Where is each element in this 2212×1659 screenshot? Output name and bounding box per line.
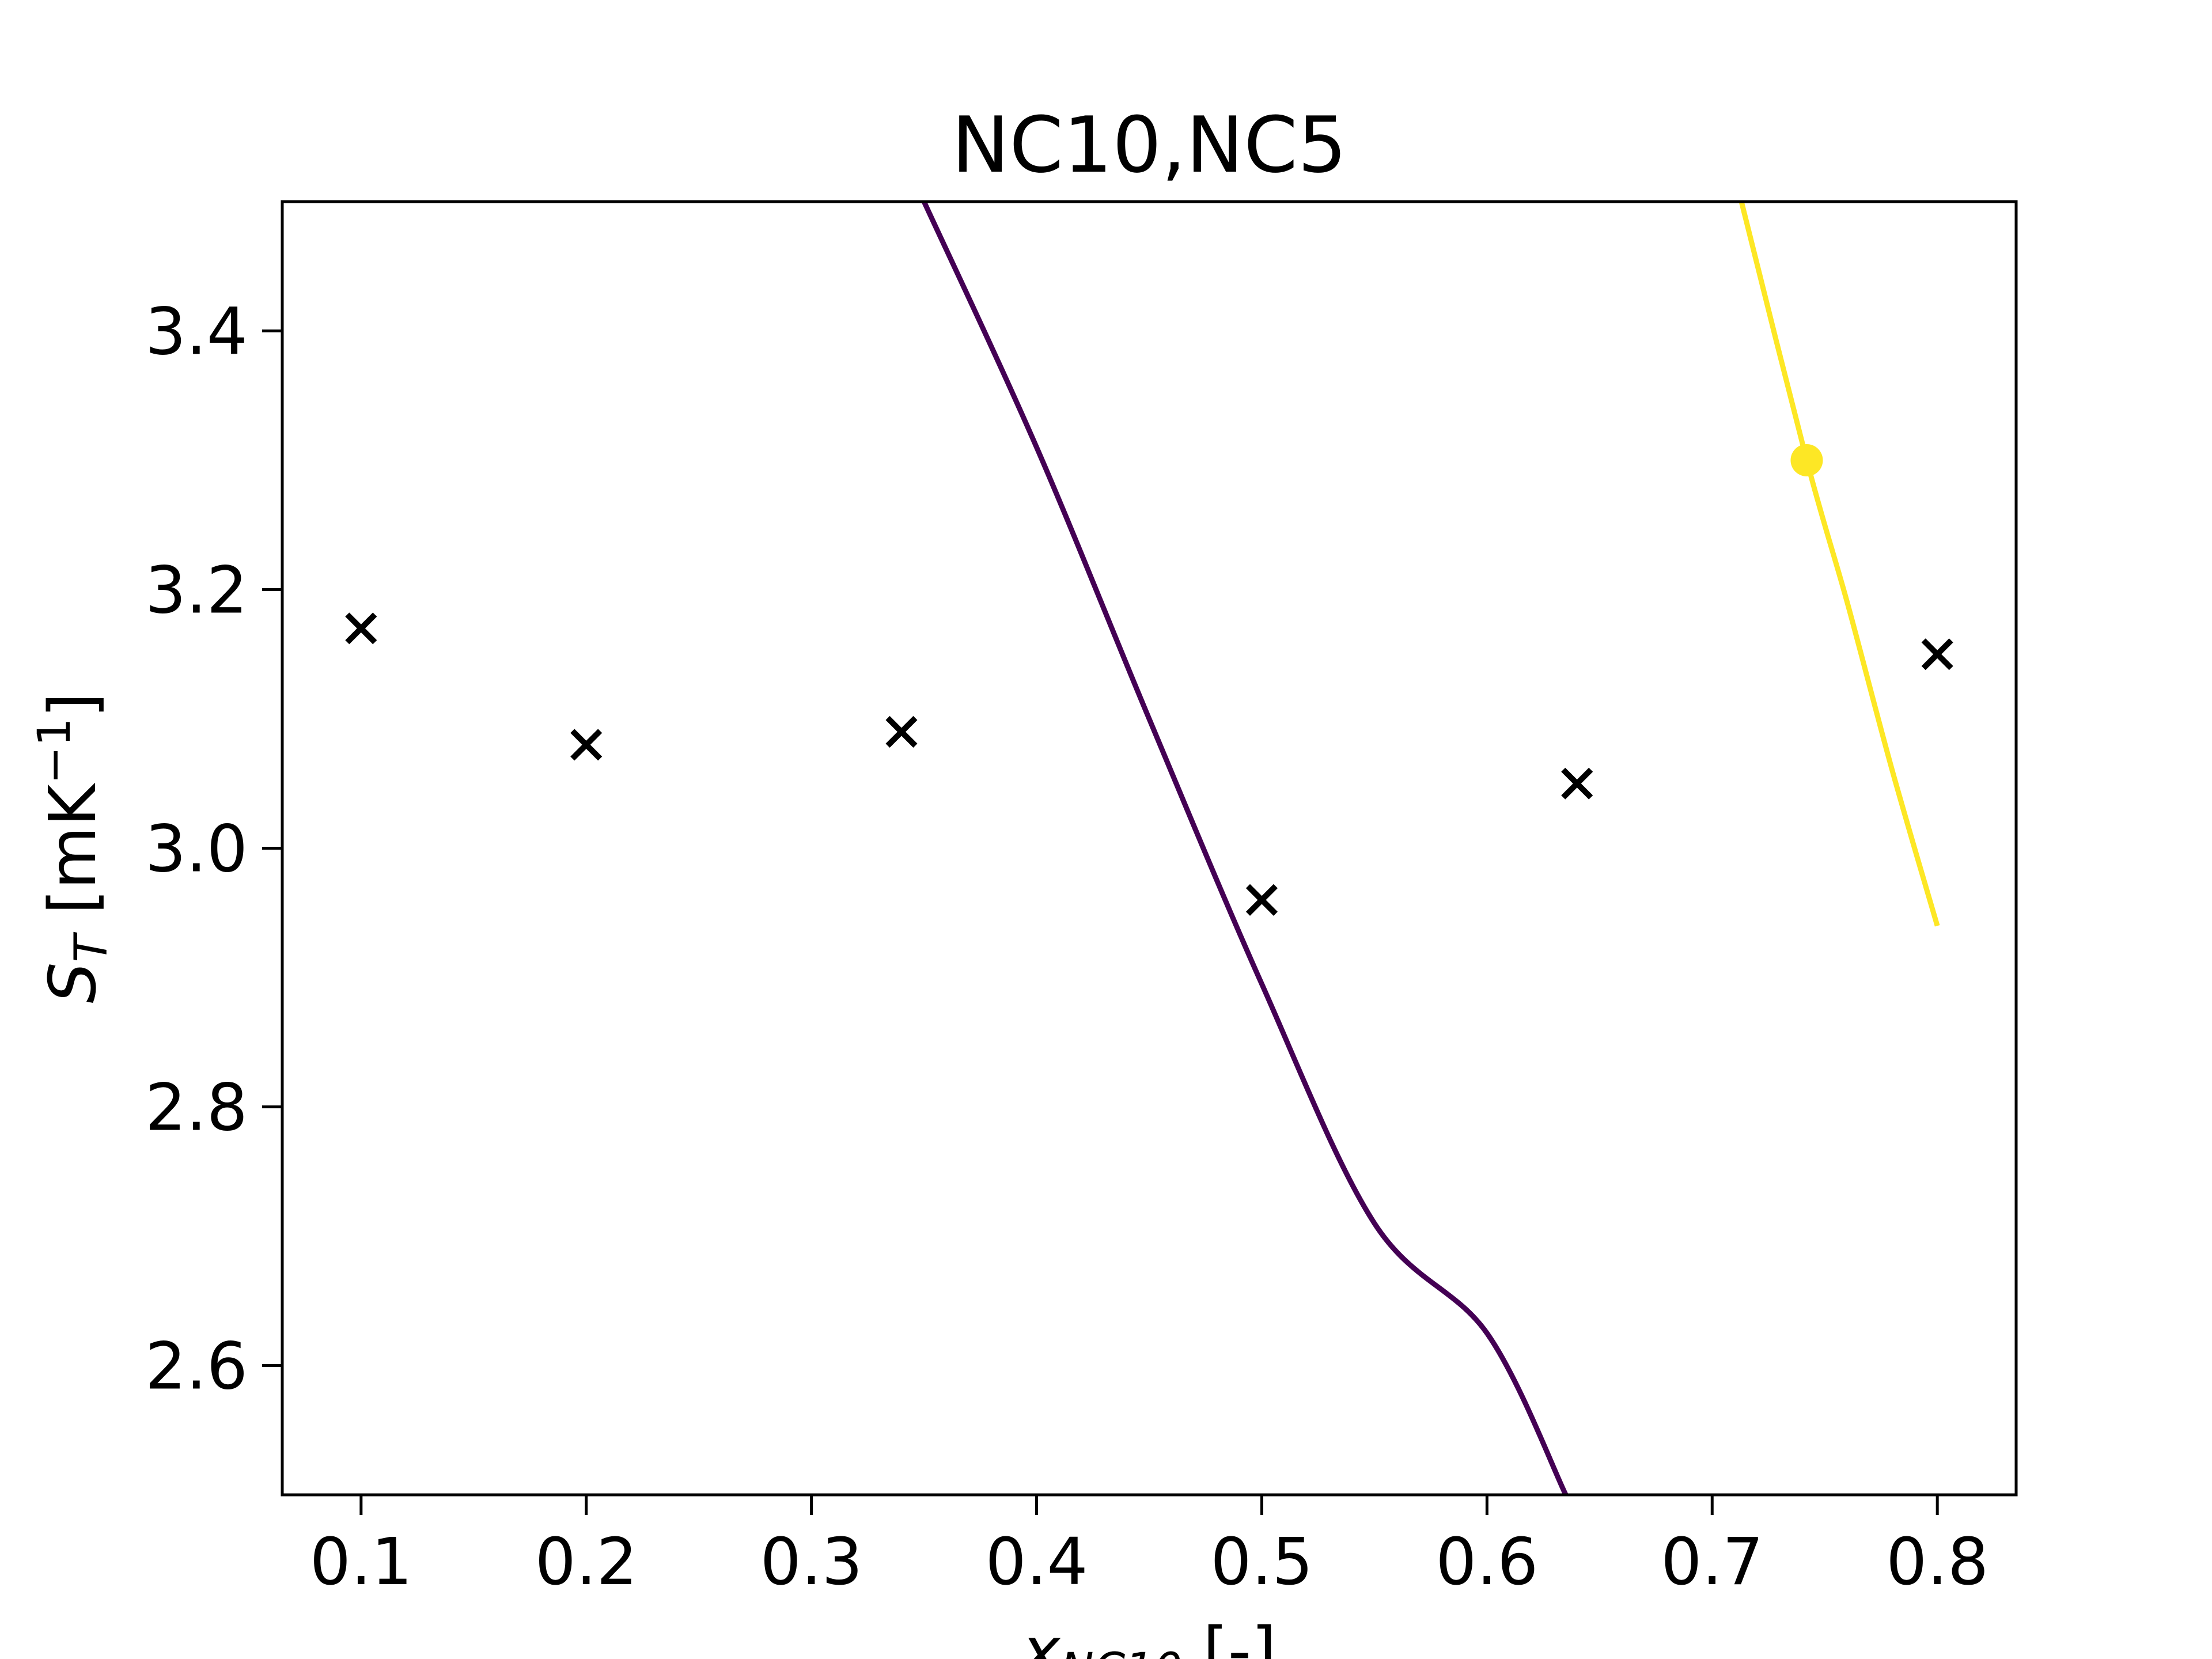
x-label-sub: NC10 <box>1060 1644 1182 1659</box>
series-line-1 <box>1738 202 1940 927</box>
x-tick-label: 0.4 <box>985 1525 1088 1600</box>
x-label-rest: [-] <box>1182 1614 1276 1659</box>
data-point <box>1790 444 1823 476</box>
y-axis-label: ST [mK−1] <box>29 692 118 1003</box>
plot-frame <box>281 200 2018 1497</box>
data-point-x-marker <box>1921 638 1953 671</box>
series-line-0 <box>921 202 1569 1495</box>
y-axis: 2.6 2.8 3.0 3.2 3.4 <box>145 295 282 1404</box>
y-label-unit-close: ] <box>36 692 111 718</box>
x-tick-label: 0.6 <box>1435 1525 1538 1600</box>
data-point-x-marker <box>885 715 918 748</box>
y-label-sub: T <box>66 932 118 963</box>
x-tick-label: 0.7 <box>1661 1525 1763 1600</box>
series-layer <box>921 202 1940 1495</box>
x-axis-label: xNC10 [-] <box>1020 1614 1277 1659</box>
data-point-x-marker <box>1245 884 1278 916</box>
x-tick-label: 0.2 <box>535 1525 638 1600</box>
x-tick-label: 0.1 <box>310 1525 412 1600</box>
y-label-sup: −1 <box>29 718 81 784</box>
y-label-main: S <box>36 963 111 1003</box>
y-tick-label: 2.6 <box>145 1330 248 1404</box>
data-point-x-marker <box>345 612 377 645</box>
y-tick-label: 3.2 <box>145 554 248 628</box>
marker-layer <box>345 444 1953 916</box>
x-label-main: x <box>1020 1614 1061 1659</box>
y-label-unit-open: [mK <box>36 782 111 934</box>
x-axis: 0.1 0.2 0.3 0.4 0.5 0.6 0.7 0.8 <box>310 1495 1988 1600</box>
y-tick-label: 3.0 <box>145 812 248 887</box>
data-point-x-marker <box>570 729 603 761</box>
chart-title: NC10,NC5 <box>952 100 1347 190</box>
x-tick-label: 0.5 <box>1210 1525 1313 1600</box>
x-tick-label: 0.8 <box>1886 1525 1988 1600</box>
data-point-x-marker <box>1561 767 1593 800</box>
y-tick-label: 3.4 <box>145 295 248 370</box>
x-tick-label: 0.3 <box>760 1525 863 1600</box>
y-tick-label: 2.8 <box>145 1071 248 1146</box>
